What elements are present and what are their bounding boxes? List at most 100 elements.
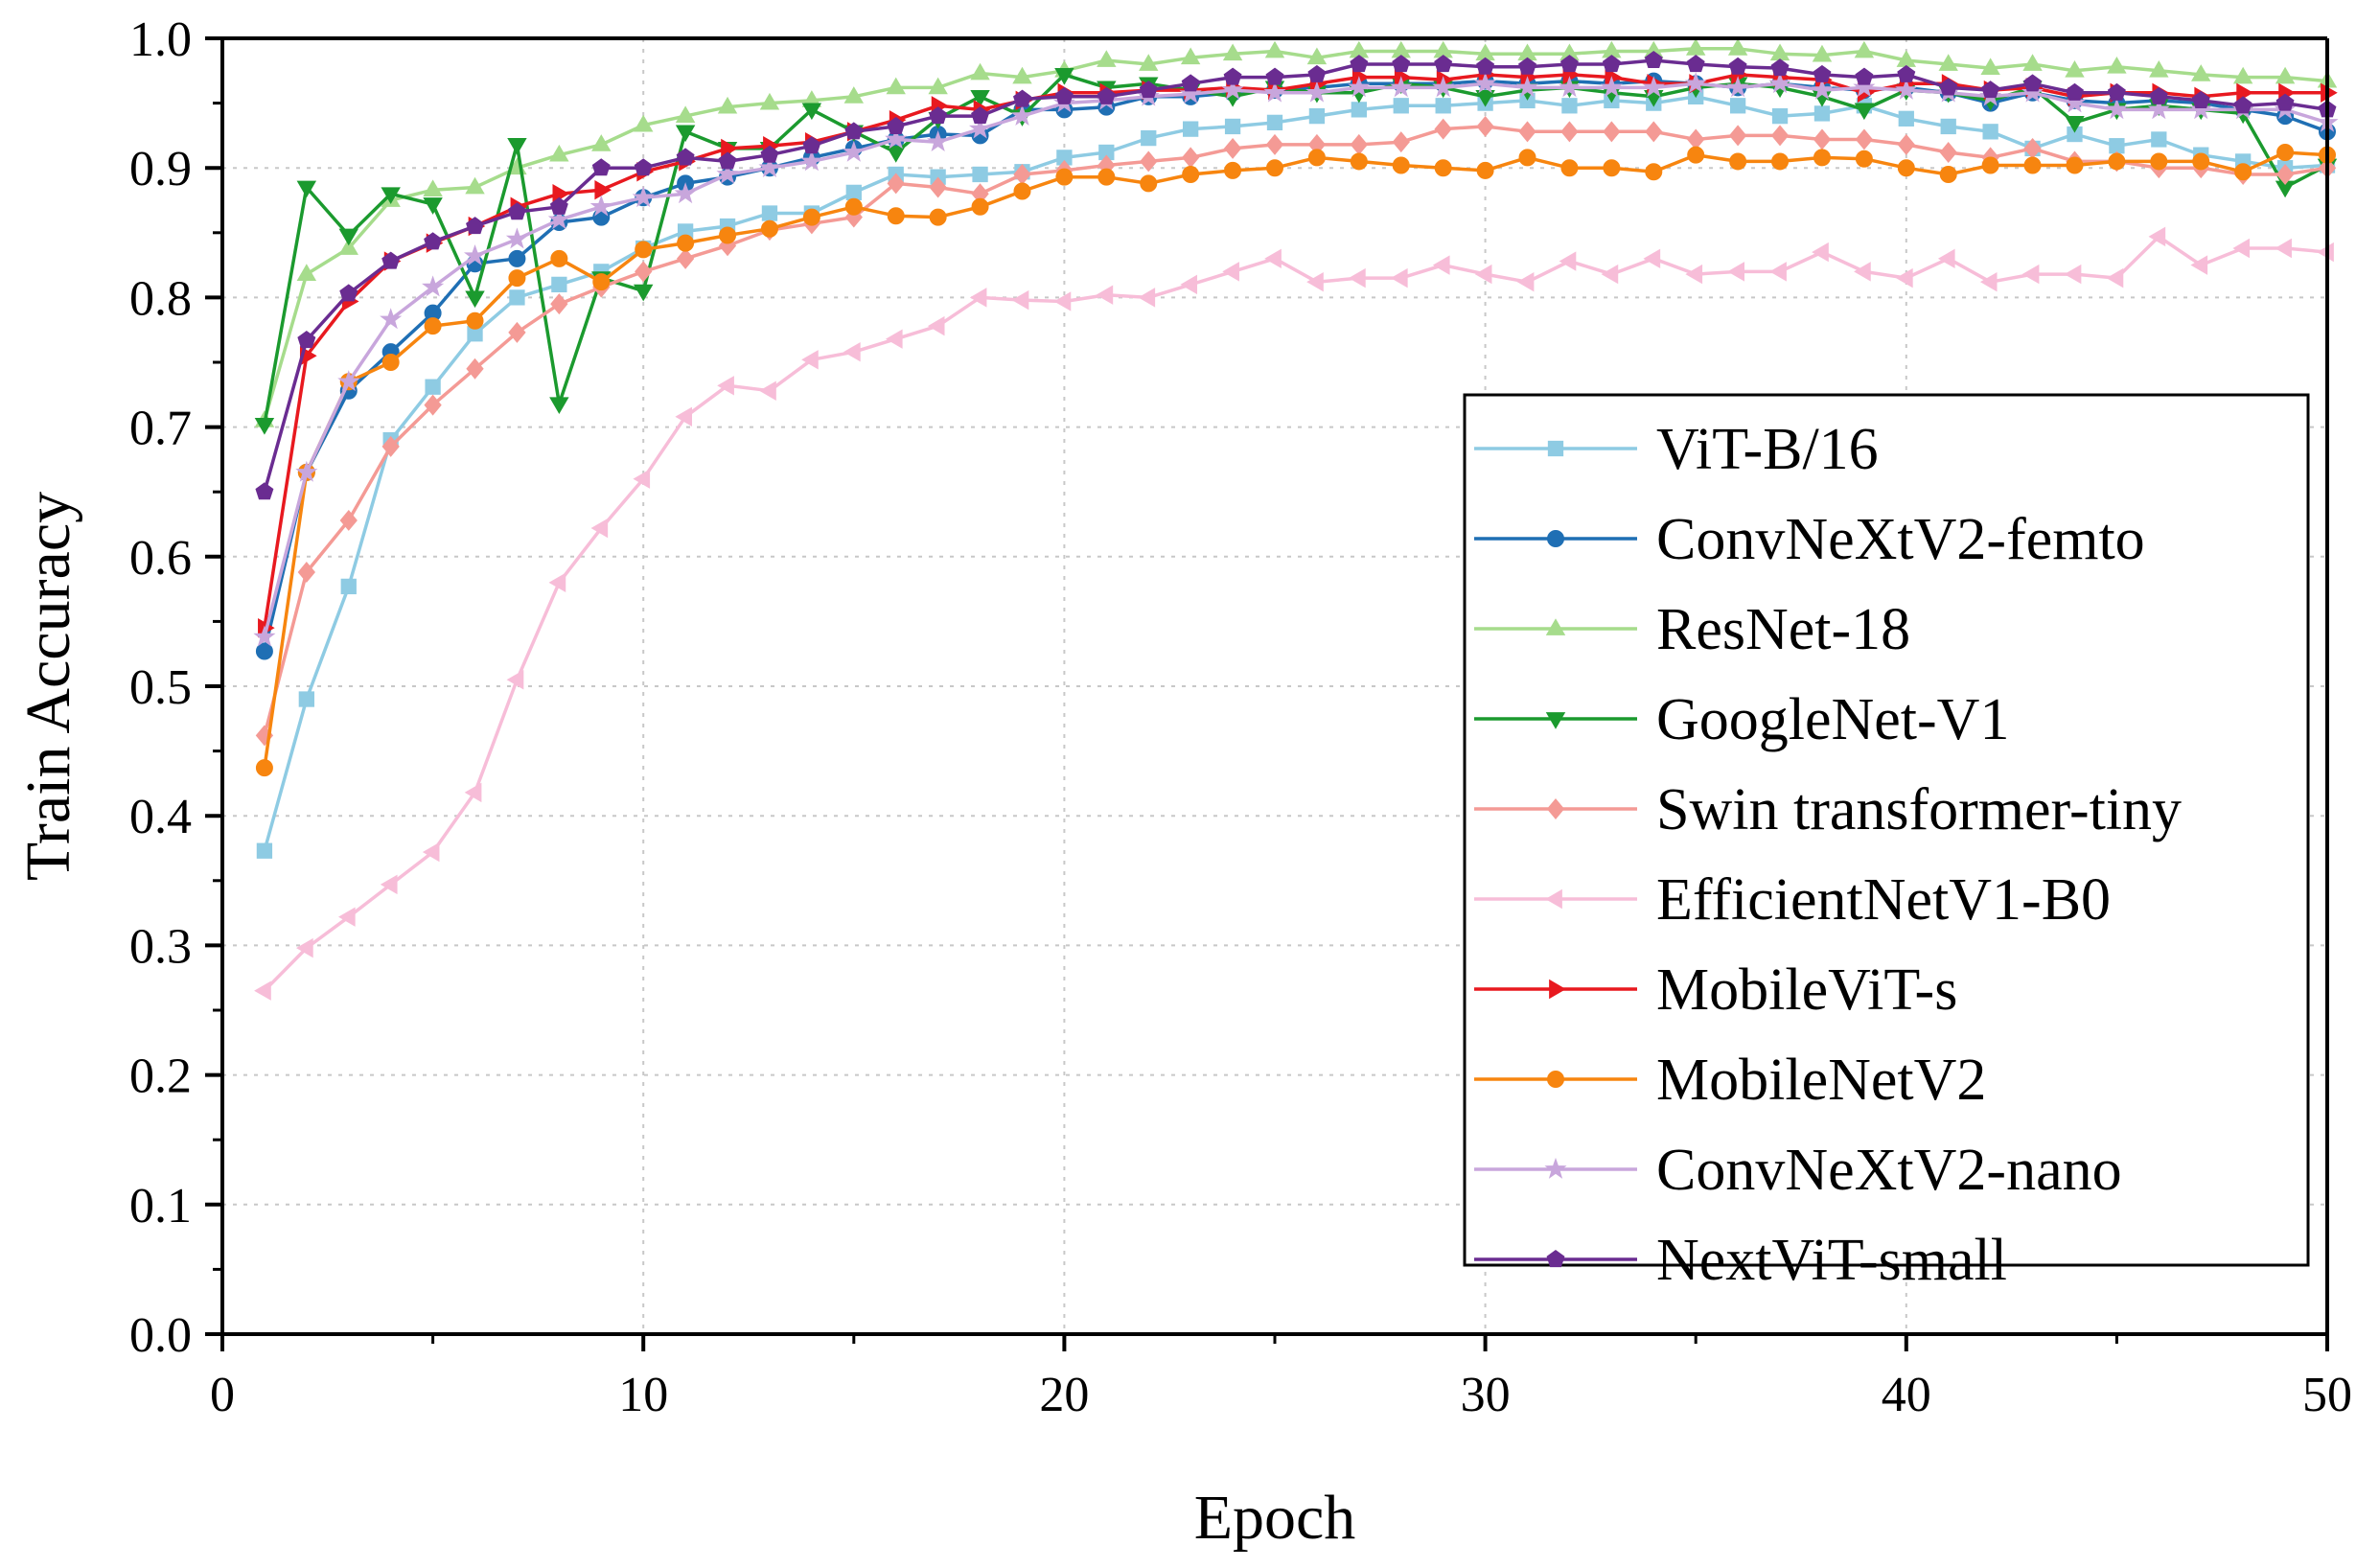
data-point-convnextv2-nano-6 [463,243,487,265]
data-point-googlenet-v1-18 [970,89,990,107]
data-point-efficientnetv1-b0-27 [1349,267,1366,288]
y-tick-label-8: 0.8 [129,271,192,326]
data-point-vit-b-16-32 [1561,98,1578,114]
data-point-convnextv2-nano-9 [589,195,612,217]
data-point-convnextv2-femto-9 [592,208,611,226]
data-point-nextvit-small-4 [381,251,401,269]
data-point-swin-transformer-tiny-2 [297,562,315,584]
data-point-efficientnetv1-b0-40 [1896,267,1913,288]
series-efficientnetv1-b0 [254,226,2334,1001]
data-point-nextvit-small-28 [1392,55,1411,73]
data-point-mobilenetv2-38 [1813,149,1831,167]
data-point-nextvit-small-26 [1307,64,1327,82]
data-point-googlenet-v1-8 [549,397,569,415]
data-point-vit-b-16-42 [1982,124,1998,140]
data-point-nextvit-small-6 [466,217,485,235]
legend-entry-mobilenetv2: MobileNetV2 [1474,1048,1986,1113]
legend-label-vit-b-16: ViT-B/16 [1656,417,1879,482]
data-point-efficientnetv1-b0-24 [1222,262,1239,282]
data-point-swin-transformer-tiny-11 [676,247,695,269]
legend-label-nextvit-small: NextViT-small [1656,1228,2007,1293]
data-point-efficientnetv1-b0-35 [1685,264,1703,285]
data-point-resnet-18-11 [675,105,696,123]
data-point-convnextv2-nano-36 [1726,76,1749,98]
legend-entry-convnextv2-femto: ConvNeXtV2-femto [1474,507,2145,572]
data-point-efficientnetv1-b0-22 [1138,288,1156,308]
x-axis-title: Epoch [1194,1483,1356,1553]
data-point-convnextv2-nano-18 [969,117,992,139]
data-point-resnet-18-45 [2107,56,2127,74]
legend-marker-efficientnetv1-b0 [1545,888,1562,910]
x-tick-label-1: 10 [618,1368,668,1422]
data-point-convnextv2-nano-26 [1305,81,1328,103]
legend-entry-vit-b-16: ViT-B/16 [1474,417,1879,482]
legend-entry-resnet-18: ResNet-18 [1474,597,1910,662]
y-tick-label-9: 0.9 [129,142,192,196]
y-axis-title: Train Accuracy [13,492,83,881]
data-point-efficientnetv1-b0-23 [1180,274,1198,295]
data-point-resnet-18-25 [1264,40,1285,58]
data-point-efficientnetv1-b0-16 [885,329,903,349]
data-point-nextvit-small-39 [1855,67,1874,85]
data-point-nextvit-small-27 [1350,55,1369,73]
data-point-swin-transformer-tiny-39 [1855,128,1874,150]
data-point-mobilenetv2-43 [2023,156,2042,174]
data-point-resnet-18-15 [843,86,865,104]
data-point-resnet-18-48 [2232,66,2253,84]
data-point-swin-transformer-tiny-33 [1603,121,1621,143]
data-point-vit-b-16-37 [1771,107,1789,125]
data-point-efficientnetv1-b0-49 [2275,238,2292,259]
data-point-resnet-18-10 [633,114,654,132]
data-point-resnet-18-38 [1812,44,1833,62]
data-point-mobilenetv2-37 [1771,152,1790,171]
data-point-mobilevit-s-9 [594,179,612,200]
series-layer [253,38,2339,1001]
series-convnextv2-nano [253,72,2339,647]
data-point-swin-transformer-tiny-10 [635,261,653,283]
x-tick-label-2: 20 [1039,1368,1089,1422]
data-point-vit-b-16-36 [1729,98,1746,114]
data-point-nextvit-small-7 [507,202,526,220]
data-point-convnextv2-nano-38 [1811,78,1834,100]
y-tick-label-3: 0.3 [129,919,192,974]
data-point-mobilenetv2-8 [550,249,568,267]
data-point-resnet-18-23 [1180,47,1201,65]
data-point-efficientnetv1-b0-19 [1011,289,1029,311]
data-point-efficientnetv1-b0-3 [337,907,356,927]
legend-entry-nextvit-small: NextViT-small [1474,1228,2007,1293]
data-point-efficientnetv1-b0-48 [2232,238,2251,259]
data-point-nextvit-small-20 [1054,86,1074,104]
data-point-vit-b-16-28 [1393,98,1409,114]
y-tick-label-5: 0.5 [129,660,192,715]
data-point-swin-transformer-tiny-37 [1770,125,1790,147]
data-point-efficientnetv1-b0-21 [1096,285,1114,305]
data-point-convnextv2-nano-1 [253,625,276,647]
data-point-swin-transformer-tiny-34 [1645,121,1663,143]
data-point-mobilenetv2-30 [1476,161,1494,179]
data-point-convnextv2-nano-39 [1853,76,1876,98]
data-point-nextvit-small-3 [339,284,358,302]
data-point-nextvit-small-33 [1602,55,1621,73]
data-point-resnet-18-43 [2022,54,2043,71]
data-point-convnextv2-nano-40 [1895,78,1918,100]
data-point-convnextv2-nano-28 [1390,76,1413,98]
data-point-nextvit-small-11 [676,148,695,166]
data-point-mobilenetv2-31 [1518,149,1536,167]
data-point-mobilenetv2-5 [424,317,442,335]
legend-marker-googlenet-v1 [1545,712,1566,729]
data-point-resnet-18-42 [1980,58,2000,75]
data-point-mobilenetv2-18 [971,197,989,216]
data-point-efficientnetv1-b0-15 [843,341,861,362]
legend-entry-mobilevit-s: MobileViT-s [1474,957,1957,1023]
data-point-vit-b-16-41 [1940,118,1956,135]
data-point-convnextv2-nano-10 [632,186,655,208]
data-point-mobilenetv2-46 [2150,152,2168,171]
data-point-mobilenetv2-10 [635,241,653,259]
legend-marker-swin-transformer-tiny [1546,798,1565,819]
data-point-efficientnetv1-b0-32 [1559,251,1577,271]
data-point-nextvit-small-30 [1476,57,1495,75]
data-point-convnextv2-nano-35 [1684,72,1707,94]
data-point-vit-b-16-27 [1351,102,1367,118]
data-point-convnextv2-nano-33 [1600,76,1623,98]
